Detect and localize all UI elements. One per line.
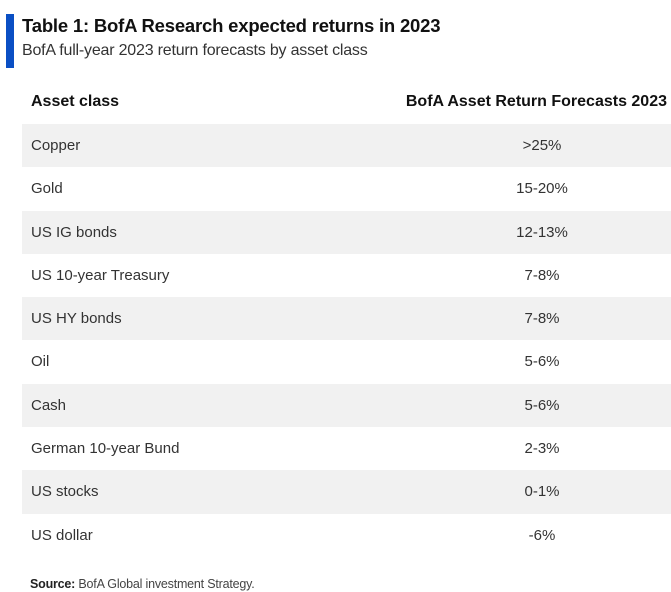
asset-cell: US IG bonds xyxy=(31,223,117,241)
asset-cell: German 10-year Bund xyxy=(31,440,180,458)
asset-cell: US HY bonds xyxy=(31,310,122,328)
forecast-cell: 2-3% xyxy=(524,440,560,458)
source-label: Source: xyxy=(30,577,76,591)
table-header-row: Asset class BofA Asset Return Forecasts … xyxy=(22,81,671,124)
forecast-cell: 0-1% xyxy=(524,483,560,501)
table-row: German 10-year Bund 2-3% xyxy=(22,427,671,470)
forecast-cell: 12-13% xyxy=(516,223,568,241)
table-row: US stocks 0-1% xyxy=(22,470,671,514)
source-text: BofA Global investment Strategy. xyxy=(78,577,255,591)
table-row: US IG bonds 12-13% xyxy=(22,210,671,254)
asset-cell: US 10-year Treasury xyxy=(31,266,170,284)
forecast-cell: -6% xyxy=(528,526,556,544)
header-asset-class: Asset class xyxy=(31,93,120,110)
asset-cell: Gold xyxy=(31,180,63,198)
forecast-cell: >25% xyxy=(522,137,562,154)
header-forecast: BofA Asset Return Forecasts 2023 xyxy=(405,93,667,110)
table-subtitle: BofA full-year 2023 return forecasts by … xyxy=(22,42,368,59)
forecast-cell: 15-20% xyxy=(516,180,568,198)
asset-cell: Oil xyxy=(31,353,50,371)
table-row: US dollar -6% xyxy=(22,514,671,557)
table-row: US 10-year Treasury 7-8% xyxy=(22,254,671,297)
asset-cell: Cash xyxy=(31,396,67,414)
table-row: Copper >25% xyxy=(22,124,671,168)
forecast-cell: 7-8% xyxy=(524,266,560,284)
forecast-cell: 7-8% xyxy=(524,310,560,328)
forecast-cell: 5-6% xyxy=(524,396,560,414)
asset-cell: US dollar xyxy=(31,526,93,544)
table-row: US HY bonds 7-8% xyxy=(22,297,671,341)
table-row: Cash 5-6% xyxy=(22,383,671,428)
source-note: Source: BofA Global investment Strategy. xyxy=(30,577,255,591)
forecast-cell: 5-6% xyxy=(524,353,560,371)
table-row: Oil 5-6% xyxy=(22,340,671,383)
forecast-table: Asset class BofA Asset Return Forecasts … xyxy=(22,81,671,557)
table-title: Table 1: BofA Research expected returns … xyxy=(22,15,441,36)
asset-cell: Copper xyxy=(31,137,81,154)
title-accent-bar xyxy=(6,14,14,68)
asset-cell: US stocks xyxy=(31,483,99,501)
table-row: Gold 15-20% xyxy=(22,167,671,210)
